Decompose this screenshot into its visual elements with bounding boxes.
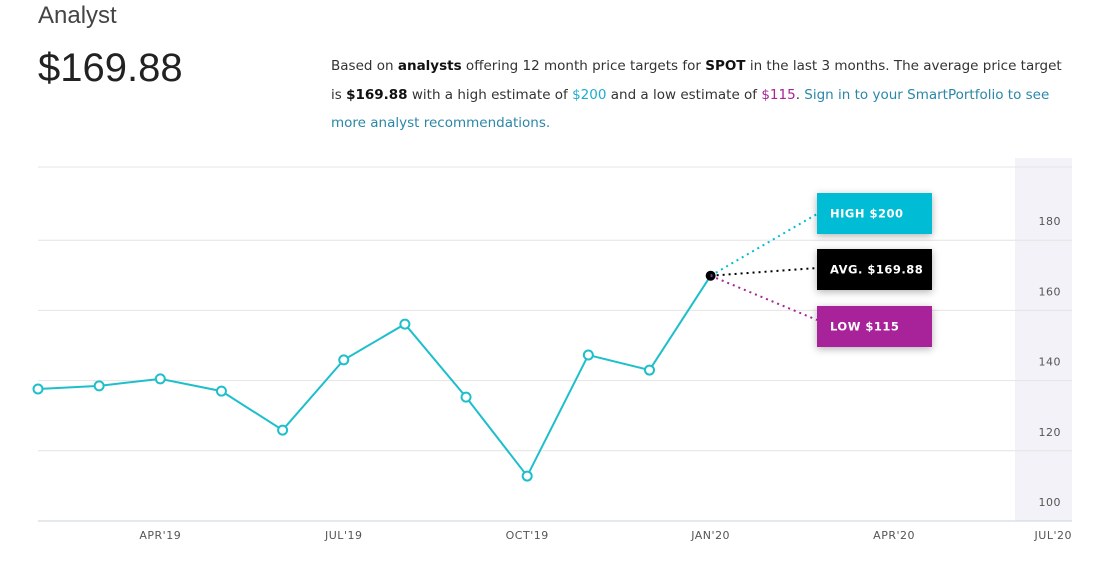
target-connector [710, 213, 818, 277]
text-segment: . [795, 86, 805, 103]
target-label: AVG. $169.88 [830, 263, 923, 277]
x-tick-label: JAN'20 [690, 529, 730, 542]
point [215, 385, 227, 397]
description: Based on analysts offering 12 month pric… [331, 52, 1071, 138]
target-box [817, 249, 932, 290]
point [32, 383, 44, 395]
point [154, 373, 166, 385]
text-segment: Based on [331, 58, 398, 74]
point [582, 349, 594, 361]
text-segment: SPOT [705, 58, 746, 74]
y-tick-label: 140 [1039, 356, 1062, 369]
text-segment: analysts [397, 58, 462, 74]
text-segment: $200 [572, 86, 607, 103]
x-tick-label: OCT'19 [506, 529, 549, 542]
future-band [1015, 158, 1072, 521]
text-segment: $115 [761, 86, 796, 103]
point [338, 354, 350, 366]
price: $169.88 [38, 46, 183, 90]
text-segment: with a high estimate of [407, 86, 573, 103]
point [277, 424, 289, 436]
point [93, 380, 105, 392]
text-segment: and a low estimate of [606, 86, 762, 103]
y-tick-label: 180 [1039, 215, 1062, 228]
target-box [817, 193, 932, 234]
point [460, 391, 472, 403]
x-tick-label: APR'20 [873, 529, 915, 542]
x-tick-label: JUL'20 [1034, 529, 1072, 542]
line [37, 275, 712, 478]
point [521, 470, 533, 482]
text-segment: in the last 3 months. The average price … [331, 58, 1062, 103]
target-box [817, 306, 932, 347]
target-label: HIGH $200 [830, 207, 903, 221]
text-segment: $169.88 [346, 86, 408, 103]
y-tick-label: 120 [1039, 426, 1062, 439]
text-segment[interactable]: Sign in to your SmartPortfolio to see mo… [331, 86, 1050, 132]
x-tick-label: APR'19 [139, 529, 181, 542]
target-connector [710, 274, 818, 321]
text-segment: offering 12 month price targets for [461, 58, 706, 74]
target-label: LOW $115 [830, 320, 899, 334]
x-tick-label: JUL'19 [324, 529, 362, 542]
title: Analyst [38, 2, 117, 29]
target-connector [710, 267, 818, 277]
point [399, 318, 411, 330]
point [644, 364, 655, 376]
y-tick-label: 100 [1039, 496, 1062, 509]
y-tick-label: 160 [1039, 285, 1062, 298]
